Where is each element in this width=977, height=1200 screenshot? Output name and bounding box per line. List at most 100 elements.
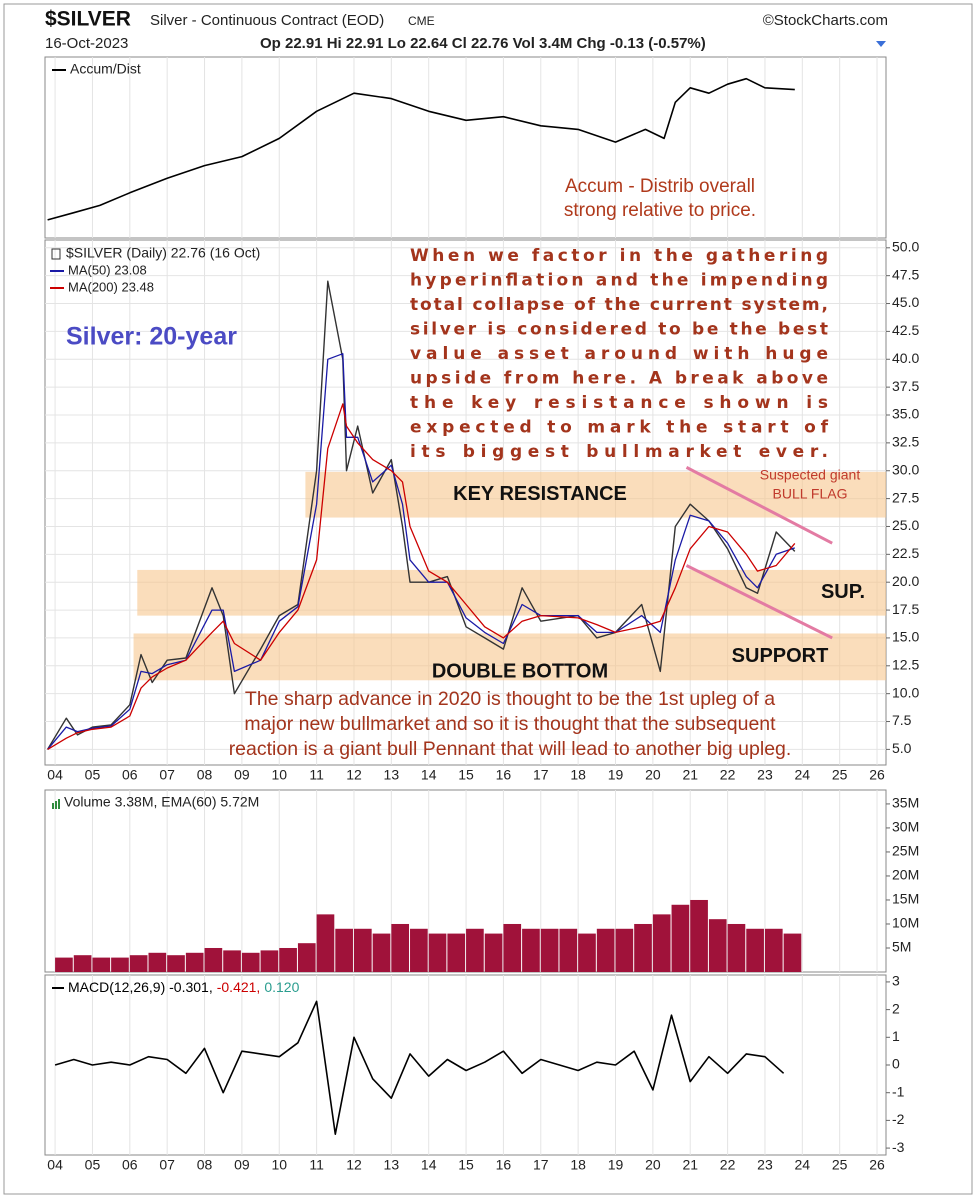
data-line (47, 77, 795, 221)
bar (764, 928, 783, 972)
bar (652, 914, 671, 972)
x-tick-label: 21 (682, 767, 698, 783)
y-tick-label: 25M (892, 843, 919, 859)
bar (410, 928, 428, 972)
y-tick-label: -3 (892, 1139, 905, 1155)
bar (540, 928, 559, 972)
quote: Op 22.91 Hi 22.91 Lo 22.64 Cl 22.76 Vol … (260, 35, 706, 52)
band (305, 471, 887, 518)
bar (167, 955, 185, 972)
y-tick-label: 0 (892, 1056, 900, 1072)
x-tick-label: 06 (122, 767, 138, 783)
annotation: When we factor in the gathering (410, 246, 828, 266)
x-tick-label: 12 (346, 767, 362, 783)
x-tick-label: 10 (271, 767, 287, 783)
trendline (685, 564, 833, 640)
y-tick-label: 50.0 (892, 239, 919, 255)
legend-swatch (58, 799, 60, 809)
x-tick-label: 07 (159, 1157, 175, 1173)
y-tick-label: 40.0 (892, 350, 919, 366)
instrument-name: Silver - Continuous Contract (EOD) (150, 12, 384, 29)
annotation: strong relative to price. (564, 200, 756, 221)
legend-part: -0.421, (217, 979, 261, 995)
ma-line (47, 403, 796, 750)
dropdown-arrow[interactable] (876, 41, 886, 47)
price-line (46, 280, 796, 750)
note: reaction is a giant bull Pennant that wi… (229, 738, 792, 760)
x-tick-label: 18 (570, 1157, 586, 1173)
y-tick-label: 27.5 (892, 489, 919, 505)
source: ©StockCharts.com (763, 12, 888, 29)
y-tick-label: 12.5 (892, 656, 919, 672)
bar (615, 928, 634, 972)
band (137, 569, 886, 616)
x-tick-label: 26 (869, 767, 885, 783)
x-tick-label: 17 (533, 1157, 549, 1173)
bar (241, 952, 260, 972)
bar (783, 933, 802, 972)
bar (92, 957, 111, 972)
x-tick-label: 05 (85, 1157, 101, 1173)
y-tick-label: 47.5 (892, 266, 919, 282)
y-tick-label: 20.0 (892, 573, 919, 589)
bar (522, 928, 540, 972)
trendline-label: BULL FLAG (773, 486, 848, 502)
x-tick-label: 14 (421, 1157, 437, 1173)
y-tick-label: 32.5 (892, 434, 919, 450)
x-tick-label: 26 (869, 1157, 885, 1173)
x-tick-label: 13 (384, 1157, 400, 1173)
y-tick-label: 1 (892, 1028, 900, 1044)
x-tick-label: 04 (47, 1157, 63, 1173)
x-tick-label: 17 (533, 767, 549, 783)
x-tick-label: 22 (720, 767, 736, 783)
x-tick-label: 22 (720, 1157, 736, 1173)
bar (671, 904, 690, 972)
y-tick-label: 15.0 (892, 629, 919, 645)
x-tick-label: 16 (496, 1157, 512, 1173)
bar (316, 914, 335, 972)
legend-swatch (52, 803, 54, 809)
bar (297, 943, 316, 972)
y-tick-label: 3 (892, 973, 900, 989)
bar (596, 928, 615, 972)
bar (634, 923, 652, 972)
trendline (685, 466, 833, 545)
bar (279, 947, 297, 972)
y-tick-label: 15M (892, 891, 919, 907)
bar (428, 933, 447, 972)
bar (559, 928, 578, 972)
bar (466, 928, 484, 972)
bar (148, 952, 167, 972)
bar (484, 933, 503, 972)
x-tick-label: 04 (47, 767, 63, 783)
bar (260, 950, 279, 972)
panel-title: Silver: 20-year (66, 323, 237, 351)
x-tick-label: 08 (197, 1157, 213, 1173)
date: 16-Oct-2023 (45, 35, 128, 52)
x-tick-label: 12 (346, 1157, 362, 1173)
band-label: SUPPORT (732, 645, 829, 667)
x-tick-label: 25 (832, 767, 848, 783)
x-tick-label: 19 (608, 767, 624, 783)
bar (73, 955, 92, 972)
y-tick-label: -2 (892, 1111, 905, 1127)
bar (746, 928, 764, 972)
annotation: total collapse of the current system, (410, 295, 828, 315)
y-tick-label: 7.5 (892, 712, 912, 728)
panel-title: Accum/Dist (70, 61, 141, 77)
y-tick-label: 45.0 (892, 294, 919, 310)
panel-title: Volume 3.38M, EMA(60) 5.72M (64, 794, 259, 810)
bar (204, 947, 223, 972)
band (133, 633, 887, 681)
x-tick-label: 13 (384, 767, 400, 783)
x-tick-label: 23 (757, 767, 773, 783)
x-tick-label: 06 (122, 1157, 138, 1173)
y-tick-label: 20M (892, 867, 919, 883)
bar (447, 933, 466, 972)
bar (111, 957, 129, 972)
bar (503, 923, 522, 972)
legend-label: MA(50) 23.08 (68, 262, 147, 277)
bar (129, 955, 148, 972)
x-tick-label: 24 (795, 1157, 811, 1173)
